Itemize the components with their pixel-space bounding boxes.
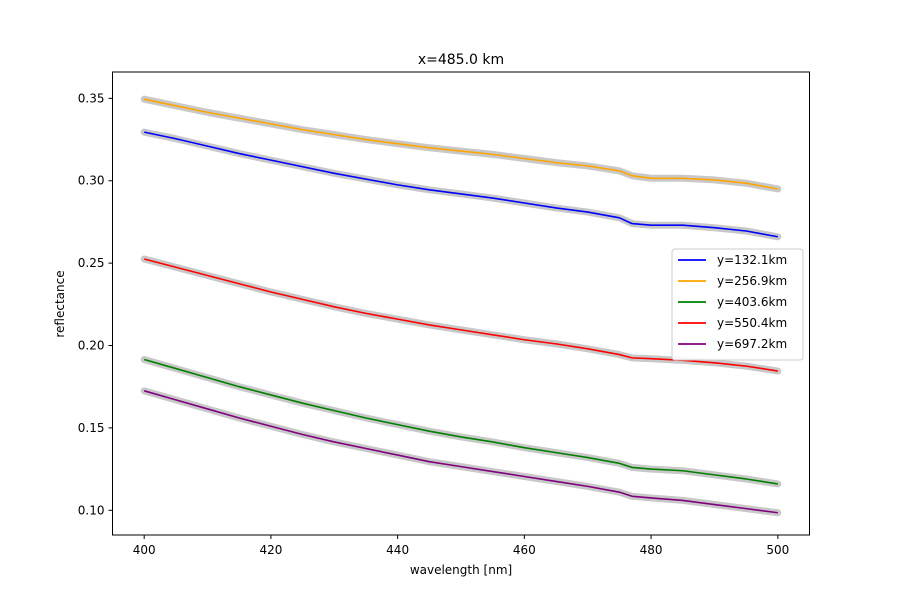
x-tick-label: 460 (513, 543, 536, 557)
legend-label: y=697.2km (717, 337, 787, 351)
legend-box (671, 248, 804, 361)
x-tick-label: 400 (133, 543, 156, 557)
y-tick-label: 0.20 (78, 339, 105, 353)
legend-label: y=550.4km (717, 316, 787, 330)
series-line-4 (143, 258, 778, 372)
legend: y=132.1km y=256.9km y=403.6km y=550.4km y=69… (671, 248, 804, 361)
x-axis: 400 420 440 460 480 500 (133, 535, 789, 557)
y-axis: 0.10 0.15 0.20 0.25 0.30 0.35 (78, 91, 113, 517)
series-line-5 (143, 390, 778, 514)
x-tick-label: 440 (386, 543, 409, 557)
legend-label: y=403.6km (717, 295, 787, 309)
x-tick-label: 500 (766, 543, 789, 557)
chart-title: x=485.0 km (418, 52, 504, 68)
y-tick-label: 0.10 (78, 503, 105, 517)
y-tick-label: 0.35 (78, 91, 105, 105)
y-tick-label: 0.15 (78, 421, 105, 435)
legend-label: y=256.9km (717, 274, 787, 288)
series-band-2 (140, 95, 782, 193)
y-tick-label: 0.25 (78, 256, 105, 270)
plot-frame (112, 71, 810, 536)
x-axis-label: wavelength [nm] (410, 563, 512, 577)
y-tick-label: 0.30 (78, 174, 105, 188)
y-axis-label: reflectance (53, 270, 67, 337)
series-line-3 (143, 358, 778, 485)
x-tick-label: 420 (259, 543, 282, 557)
series-band-5 (140, 387, 782, 517)
series-line-2 (144, 98, 778, 190)
legend-label: y=132.1km (717, 253, 787, 267)
series-line-1 (144, 131, 778, 238)
series-lines (143, 98, 778, 514)
x-tick-label: 480 (640, 543, 663, 557)
